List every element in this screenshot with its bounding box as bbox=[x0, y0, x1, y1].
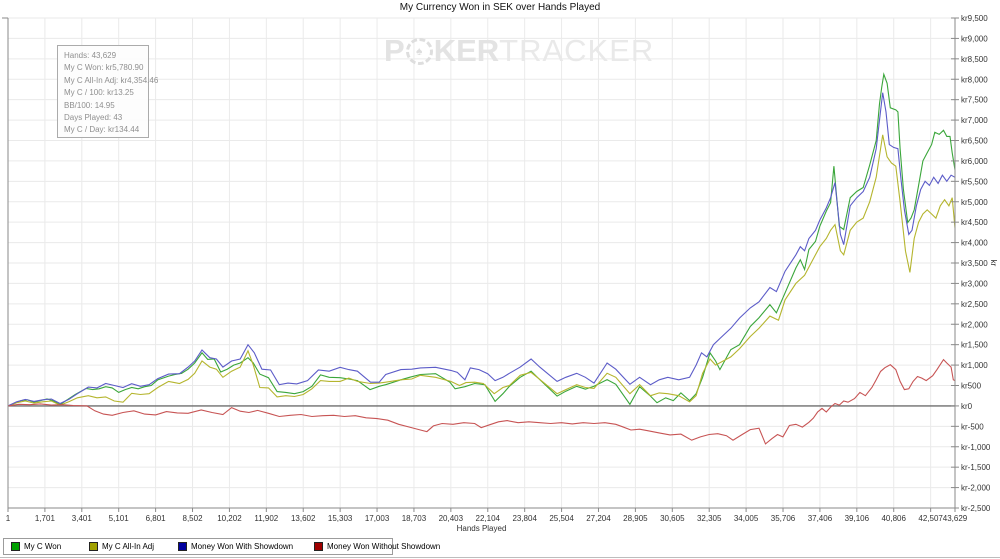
legend-label-without-showdown: Money Won Without Showdown bbox=[327, 542, 441, 551]
spade-icon: ♠ bbox=[416, 44, 423, 58]
series-line-0 bbox=[7, 72, 956, 407]
series-lines bbox=[7, 72, 956, 445]
poker-chip-icon: ♠ bbox=[405, 37, 433, 65]
x-axis-ticks: 1 1,701 3,401 5,101 6,801 8,502 10,202 11,902 13… bbox=[6, 508, 968, 523]
info-line-bb-per-100: BB/100: 14.95 bbox=[64, 100, 115, 110]
svg-text:39,106: 39,106 bbox=[845, 514, 870, 523]
stats-info-box: Hands: 43,629 My C Won: kr5,780.90 My C … bbox=[57, 45, 159, 138]
svg-text:kr5,500: kr5,500 bbox=[961, 177, 988, 186]
svg-text:kr1,500: kr1,500 bbox=[961, 341, 988, 350]
svg-text:kr-2,000: kr-2,000 bbox=[961, 484, 991, 493]
svg-text:kr0: kr0 bbox=[961, 402, 973, 411]
svg-text:42,507: 42,507 bbox=[918, 514, 943, 523]
svg-text:kr8,000: kr8,000 bbox=[961, 75, 988, 84]
svg-text:kr-1,500: kr-1,500 bbox=[961, 463, 991, 472]
legend-item-without-showdown: Money Won Without Showdown bbox=[314, 539, 440, 554]
svg-text:23,804: 23,804 bbox=[512, 514, 537, 523]
svg-text:kr7,000: kr7,000 bbox=[961, 116, 988, 125]
info-line-my-c-per-100: My C / 100: kr13.25 bbox=[64, 88, 134, 98]
svg-text:kr3,000: kr3,000 bbox=[961, 279, 988, 288]
graph-title: My Currency Won in SEK over Hands Played bbox=[399, 2, 601, 13]
svg-text:6,801: 6,801 bbox=[146, 514, 167, 523]
svg-text:kr7,500: kr7,500 bbox=[961, 96, 988, 105]
svg-text:kr8,500: kr8,500 bbox=[961, 55, 988, 64]
legend-item-my-c-won: My C Won bbox=[11, 539, 61, 554]
legend-swatch-with-showdown bbox=[178, 542, 187, 551]
svg-text:35,706: 35,706 bbox=[771, 514, 796, 523]
legend-swatch-without-showdown bbox=[314, 542, 323, 551]
svg-text:kr500: kr500 bbox=[961, 382, 982, 391]
svg-text:17,003: 17,003 bbox=[365, 514, 390, 523]
svg-text:28,905: 28,905 bbox=[623, 514, 648, 523]
svg-text:kr3,500: kr3,500 bbox=[961, 259, 988, 268]
gridlines bbox=[8, 17, 956, 509]
info-line-days-played: Days Played: 43 bbox=[64, 113, 123, 123]
legend-swatch-all-in-adj bbox=[89, 542, 98, 551]
svg-text:kr-500: kr-500 bbox=[961, 422, 984, 431]
legend-label-with-showdown: Money Won With Showdown bbox=[191, 542, 294, 551]
svg-text:1,701: 1,701 bbox=[35, 514, 56, 523]
window-bottom-border bbox=[0, 557, 1000, 558]
svg-text:32,305: 32,305 bbox=[697, 514, 722, 523]
svg-text:13,602: 13,602 bbox=[291, 514, 316, 523]
svg-text:25,504: 25,504 bbox=[549, 514, 574, 523]
info-line-my-c-per-day: My C / Day: kr134.44 bbox=[64, 125, 140, 135]
svg-text:3,401: 3,401 bbox=[72, 514, 93, 523]
svg-text:15,303: 15,303 bbox=[328, 514, 353, 523]
series-line-1 bbox=[7, 134, 956, 407]
series-line-3 bbox=[7, 358, 956, 445]
x-axis-title: Hands Played bbox=[457, 524, 507, 533]
info-line-my-c-won: My C Won: kr5,780.90 bbox=[64, 63, 144, 73]
legend-swatch-my-c-won bbox=[11, 542, 20, 551]
y-axis-title: kr bbox=[989, 260, 998, 267]
svg-text:kr6,000: kr6,000 bbox=[961, 157, 988, 166]
svg-text:1: 1 bbox=[6, 514, 11, 523]
svg-text:22,104: 22,104 bbox=[476, 514, 501, 523]
svg-text:kr4,500: kr4,500 bbox=[961, 218, 988, 227]
legend-label-my-c-won: My C Won bbox=[24, 542, 62, 551]
svg-text:20,403: 20,403 bbox=[439, 514, 464, 523]
svg-text:10,202: 10,202 bbox=[217, 514, 242, 523]
svg-text:40,806: 40,806 bbox=[881, 514, 906, 523]
svg-text:kr-1,000: kr-1,000 bbox=[961, 443, 991, 452]
svg-text:kr5,000: kr5,000 bbox=[961, 198, 988, 207]
watermark-tracker-text: TRACKER bbox=[499, 33, 655, 68]
svg-text:kr-2,500: kr-2,500 bbox=[961, 504, 991, 513]
svg-text:11,902: 11,902 bbox=[254, 514, 278, 523]
svg-text:18,703: 18,703 bbox=[402, 514, 427, 523]
svg-text:kr1,000: kr1,000 bbox=[961, 361, 988, 370]
legend-label-all-in-adj: My C All-In Adj bbox=[102, 542, 155, 551]
svg-text:27,204: 27,204 bbox=[586, 514, 611, 523]
svg-text:kr9,000: kr9,000 bbox=[961, 34, 988, 43]
y-axis-ticks: kr9,500 kr9,000 kr8,500 kr8,000 kr7,500 kr7,0… bbox=[951, 14, 991, 513]
svg-text:kr9,500: kr9,500 bbox=[961, 14, 988, 23]
svg-text:37,406: 37,406 bbox=[808, 514, 833, 523]
svg-text:kr2,000: kr2,000 bbox=[961, 320, 988, 329]
series-line-2 bbox=[7, 92, 956, 407]
info-line-hands: Hands: 43,629 bbox=[64, 51, 117, 60]
pokertracker-watermark: P ♠ KER TRACKER bbox=[384, 33, 654, 69]
watermark-p-text: P bbox=[384, 33, 405, 68]
svg-text:kr4,000: kr4,000 bbox=[961, 239, 988, 248]
svg-text:30,605: 30,605 bbox=[660, 514, 685, 523]
legend-item-all-in-adj: My C All-In Adj bbox=[89, 539, 154, 554]
info-line-all-in-adj: My C All-In Adj: kr4,354.46 bbox=[64, 75, 159, 85]
svg-text:kr6,500: kr6,500 bbox=[961, 137, 988, 146]
svg-text:5,101: 5,101 bbox=[109, 514, 130, 523]
legend-item-with-showdown: Money Won With Showdown bbox=[178, 539, 293, 554]
legend: My C Won My C All-In Adj Money Won With … bbox=[3, 538, 440, 555]
svg-text:34,005: 34,005 bbox=[734, 514, 759, 523]
svg-text:43,629: 43,629 bbox=[943, 514, 968, 523]
svg-text:8,502: 8,502 bbox=[183, 514, 204, 523]
watermark-ker-text: KER bbox=[433, 33, 500, 68]
svg-text:kr2,500: kr2,500 bbox=[961, 300, 988, 309]
